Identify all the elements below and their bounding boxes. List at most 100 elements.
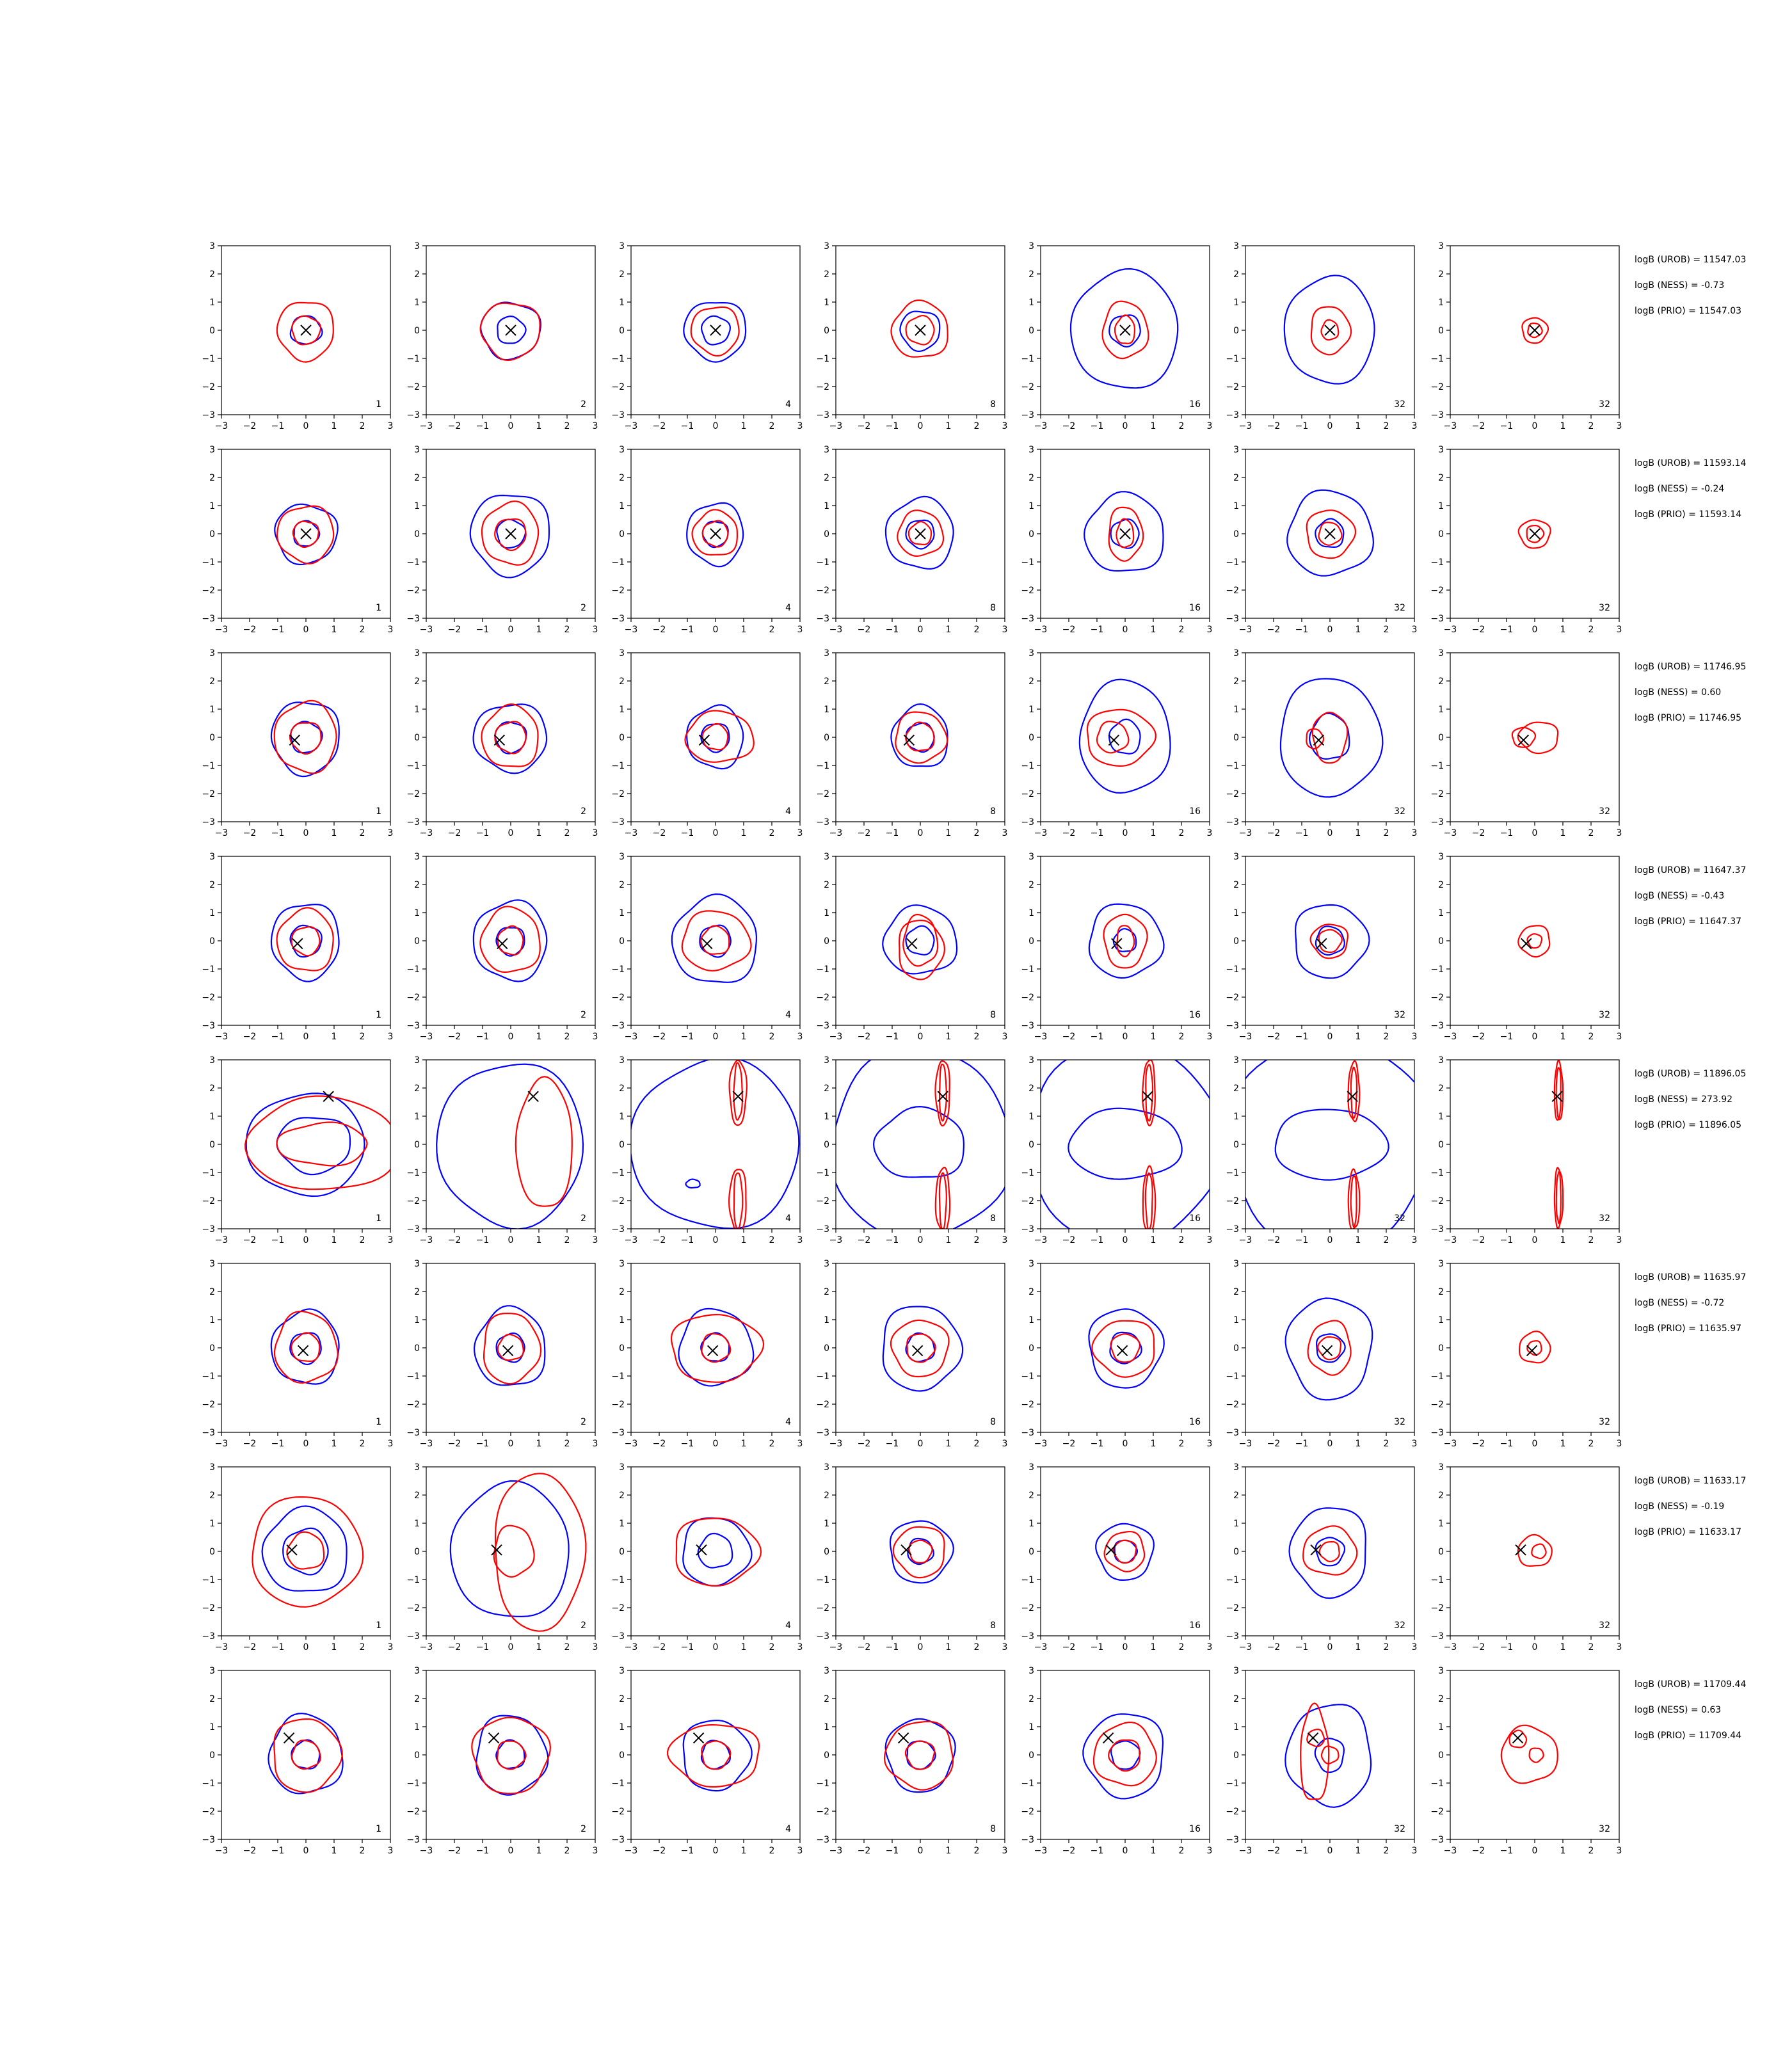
y-tick-label: −1 — [611, 557, 625, 568]
x-tick-label: 3 — [1412, 828, 1418, 838]
x-tick-label: 0 — [1123, 828, 1128, 838]
red-contour — [1517, 1533, 1553, 1567]
y-tick-label: −1 — [202, 354, 215, 364]
red-contour — [1519, 1330, 1551, 1364]
x-tick-label: 1 — [1560, 1642, 1566, 1652]
y-tick-label: −3 — [611, 1021, 625, 1031]
x-tick-label: 1 — [536, 1235, 542, 1245]
y-tick-label: 0 — [824, 1750, 829, 1761]
y-tick-label: −1 — [1430, 1168, 1444, 1178]
y-tick-label: 0 — [824, 1343, 829, 1354]
y-tick-label: 3 — [414, 445, 420, 455]
panel-row: −3−3−2−2−1−1001122331−3−3−2−2−1−10011223… — [202, 648, 1746, 838]
y-tick-label: 3 — [1233, 241, 1239, 252]
x-tick-label: 2 — [1384, 1846, 1389, 1856]
true-value-marker — [1347, 1091, 1358, 1102]
y-tick-label: −2 — [202, 993, 215, 1003]
y-tick-label: 3 — [1438, 1055, 1444, 1066]
x-tick-label: 2 — [769, 625, 775, 635]
x-tick-label: 3 — [1002, 1642, 1008, 1652]
y-tick-label: 0 — [1438, 1547, 1444, 1557]
x-tick-label: 2 — [360, 1032, 365, 1042]
y-tick-label: 3 — [824, 648, 829, 659]
y-tick-label: −3 — [816, 1224, 829, 1235]
contour-layer — [836, 1060, 1005, 1229]
y-tick-label: −2 — [202, 1196, 215, 1206]
red-contour — [1517, 925, 1551, 958]
y-tick-label: 0 — [619, 1547, 625, 1557]
y-tick-label: −3 — [816, 817, 829, 828]
red-contour — [1526, 1340, 1542, 1356]
panel-iteration-label: 1 — [376, 1824, 381, 1834]
x-tick-label: 3 — [593, 1846, 598, 1856]
panel-iteration-label: 8 — [990, 1417, 996, 1427]
x-tick-label: 2 — [1179, 1235, 1185, 1245]
x-tick-label: 1 — [946, 625, 952, 635]
y-tick-label: −3 — [202, 1631, 215, 1642]
y-tick-label: −3 — [611, 410, 625, 420]
panel-iteration-label: 16 — [1189, 1010, 1201, 1020]
contour-layer — [252, 1496, 364, 1608]
true-value-marker — [903, 734, 915, 746]
x-tick-label: −2 — [1267, 828, 1281, 838]
x-tick-label: −3 — [1239, 1235, 1252, 1245]
subplot-panel: −3−3 −2 −2 −1 −1 0 0 1 1 2 2 3 3 16 — [1021, 1462, 1212, 1652]
panel-iteration-label: 2 — [580, 1417, 586, 1427]
x-tick-label: −1 — [1295, 1642, 1309, 1652]
x-tick-label: 3 — [593, 1439, 598, 1449]
contour-layer — [1082, 1713, 1164, 1800]
panel-iteration-label: 32 — [1394, 399, 1405, 410]
y-tick-label: 0 — [414, 326, 420, 336]
x-tick-label: 3 — [797, 421, 803, 431]
x-tick-label: −2 — [243, 421, 257, 431]
x-tick-label: −1 — [1500, 1846, 1514, 1856]
x-tick-label: 0 — [303, 1846, 309, 1856]
subplot-panel: −3−3 −2 −2 −1 −1 0 0 1 1 2 2 3 3 1 — [202, 1259, 393, 1449]
y-tick-label: 3 — [1438, 445, 1444, 455]
y-tick-label: 1 — [1233, 298, 1239, 308]
x-tick-label: −2 — [653, 1846, 666, 1856]
blue-contour — [836, 1060, 1005, 1229]
y-tick-label: −1 — [202, 1168, 215, 1178]
axes-frame — [1245, 1466, 1415, 1636]
x-tick-label: 2 — [1179, 1032, 1185, 1042]
blue-contour — [495, 1332, 525, 1363]
x-tick-label: −1 — [476, 421, 490, 431]
x-tick-label: 0 — [713, 1642, 719, 1652]
x-tick-label: 3 — [797, 1439, 803, 1449]
y-tick-label: 2 — [1438, 1694, 1444, 1704]
true-value-marker — [911, 1345, 924, 1357]
blue-contour — [449, 1480, 570, 1618]
x-tick-label: −1 — [1500, 1439, 1514, 1449]
y-tick-label: 2 — [209, 1491, 215, 1501]
y-tick-label: −3 — [202, 1835, 215, 1845]
subplot-panel: −3−3 −2 −2 −1 −1 0 0 1 1 2 2 3 3 32 — [1430, 1055, 1622, 1245]
red-contour — [1092, 1722, 1157, 1787]
y-tick-label: 0 — [1233, 1343, 1239, 1354]
logb-stat: logB (PRIO) = 11647.37 — [1635, 916, 1741, 927]
x-tick-label: −3 — [829, 1642, 843, 1652]
y-tick-label: 3 — [1028, 1666, 1034, 1676]
contour-layer — [1095, 1523, 1155, 1581]
y-tick-label: −1 — [611, 964, 625, 975]
y-tick-label: −2 — [1021, 1400, 1034, 1410]
x-tick-label: 0 — [918, 1032, 924, 1042]
red-contour — [291, 925, 321, 957]
y-tick-label: −1 — [406, 1575, 420, 1585]
red-contour — [670, 1313, 765, 1383]
y-tick-label: −2 — [611, 993, 625, 1003]
red-contour — [1555, 1067, 1562, 1119]
y-tick-label: 3 — [619, 1259, 625, 1269]
x-tick-label: 1 — [1151, 625, 1156, 635]
subplot-panel: −3−3 −2 −2 −1 −1 0 0 1 1 2 2 3 3 32 — [1226, 241, 1417, 431]
x-tick-label: −2 — [1267, 1642, 1281, 1652]
y-tick-label: −1 — [816, 1779, 829, 1789]
x-tick-label: 0 — [303, 625, 309, 635]
red-contour — [1306, 509, 1357, 559]
x-tick-label: −2 — [1062, 1439, 1076, 1449]
x-tick-label: 0 — [1532, 1642, 1538, 1652]
y-tick-label: 0 — [1438, 1140, 1444, 1150]
true-value-marker — [1310, 1544, 1322, 1556]
x-tick-label: −3 — [1034, 421, 1048, 431]
